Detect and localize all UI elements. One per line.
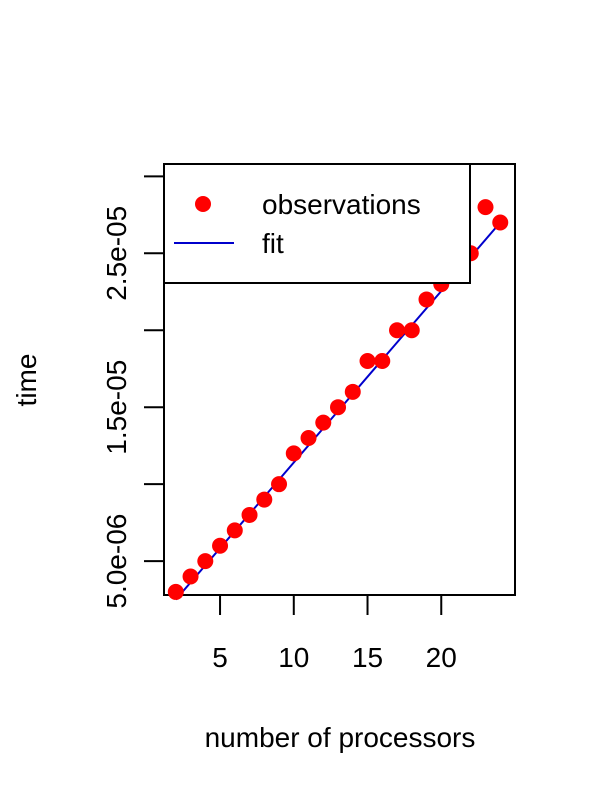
x-tick-label: 5 <box>212 642 228 673</box>
y-axis: 5.0e-06 1.5e-05 2.5e-05 <box>101 175 165 609</box>
observation-point <box>167 583 184 600</box>
observation-point <box>197 553 214 570</box>
observation-point <box>389 322 406 339</box>
observation-point <box>300 429 317 446</box>
observation-point <box>285 445 302 462</box>
observation-point <box>359 353 376 370</box>
x-tick-label: 15 <box>352 642 383 673</box>
legend-fit-label: fit <box>262 228 284 259</box>
legend: observations fit <box>163 163 471 284</box>
observation-point <box>344 383 361 400</box>
y-tick-label: 5.0e-06 <box>101 514 132 609</box>
y-tick-label: 1.5e-05 <box>101 360 132 455</box>
points-layer <box>167 199 509 600</box>
observation-point <box>330 399 347 416</box>
observation-point <box>403 322 420 339</box>
x-tick-label: 10 <box>278 642 309 673</box>
observation-point <box>182 568 199 585</box>
x-tick-label: 20 <box>426 642 457 673</box>
observation-point <box>256 491 273 508</box>
legend-observations-marker <box>195 196 211 212</box>
legend-box <box>163 163 471 284</box>
y-axis-title: time <box>11 354 42 407</box>
observation-point <box>241 506 258 523</box>
x-axis: 5 10 15 20 <box>212 594 457 673</box>
observation-point <box>492 214 509 231</box>
observation-point <box>226 522 243 539</box>
legend-observations-label: observations <box>262 189 421 220</box>
observation-point <box>271 476 288 493</box>
observation-point <box>477 199 494 216</box>
observation-point <box>374 353 391 370</box>
y-tick-label: 2.5e-05 <box>101 206 132 301</box>
observation-point <box>315 414 332 431</box>
observation-point <box>212 537 229 554</box>
observation-point <box>418 291 435 308</box>
x-axis-title: number of processors <box>205 722 476 753</box>
